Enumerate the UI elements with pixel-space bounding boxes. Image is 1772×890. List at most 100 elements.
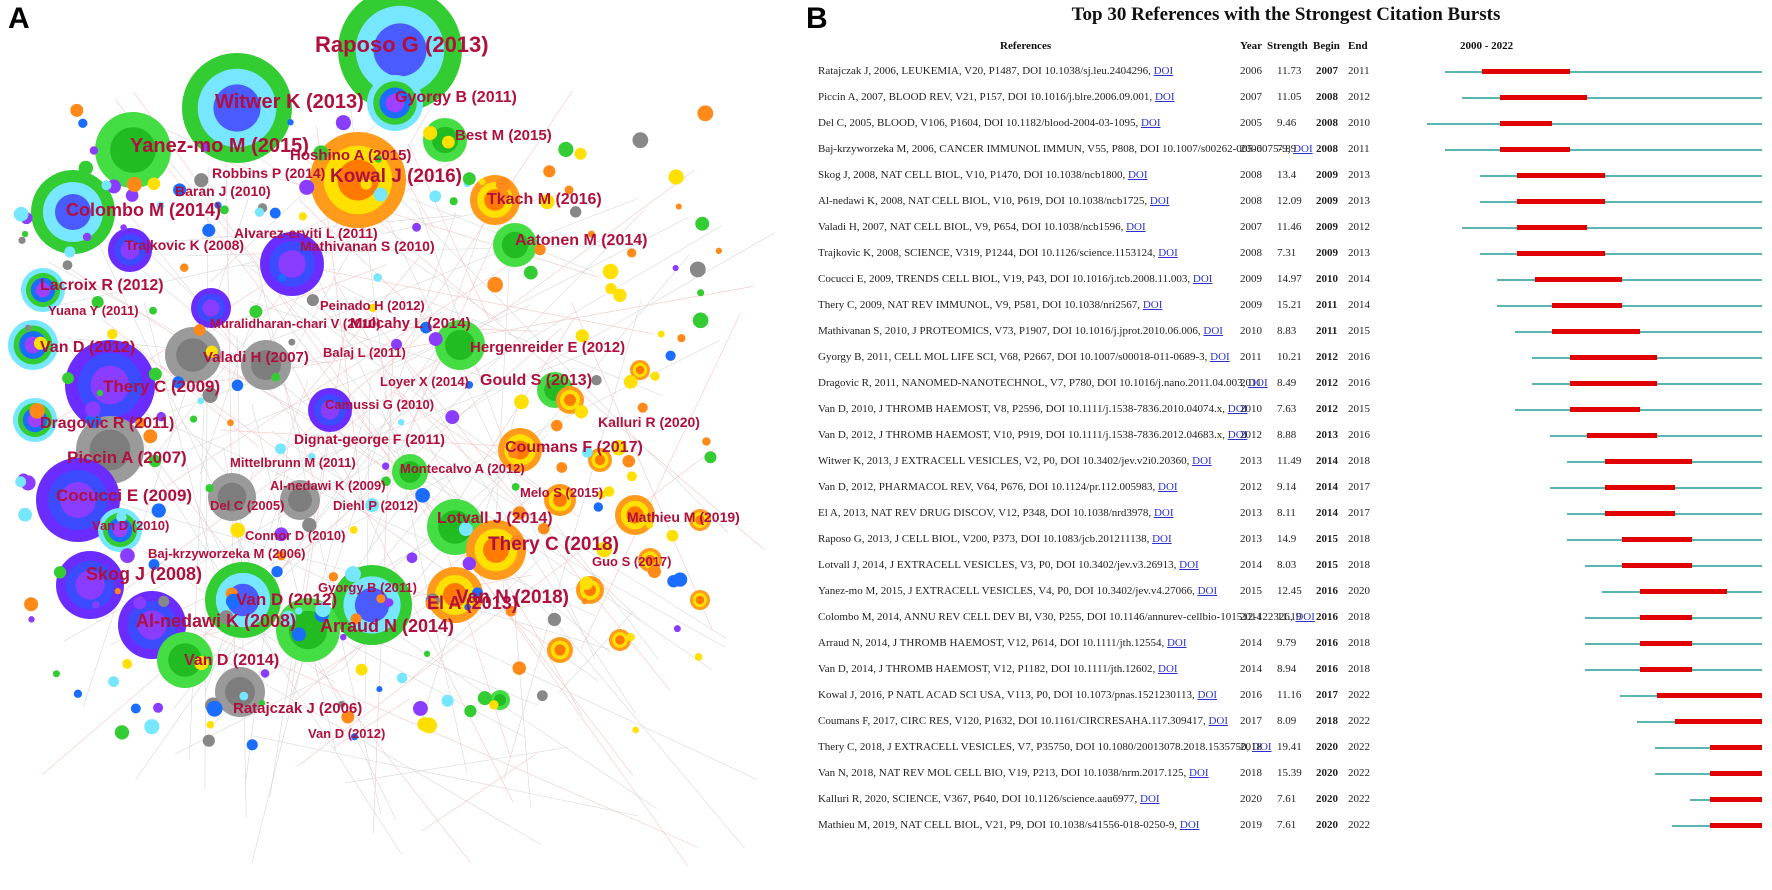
node-label: Piccin A (2007)	[67, 448, 187, 467]
network-node	[574, 405, 589, 419]
doi-link[interactable]: DOI	[1203, 325, 1223, 337]
node-label: Kowal J (2016)	[330, 166, 462, 187]
doi-link[interactable]: DOI	[1152, 533, 1172, 545]
doi-link[interactable]: DOI	[1158, 481, 1178, 493]
network-node	[258, 699, 266, 707]
timeline-baseline	[1497, 279, 1762, 281]
network-edge	[194, 264, 387, 338]
reference-citation: Skog J, 2008, NAT CELL BIOL, V10, P1470,…	[818, 169, 1128, 181]
doi-link[interactable]: DOI	[1166, 637, 1187, 649]
doi-link[interactable]: DOI	[1248, 377, 1268, 389]
network-node	[603, 486, 615, 497]
node-label: Colombo M (2014)	[66, 200, 221, 220]
begin-cell: 2008	[1316, 143, 1338, 155]
network-node	[274, 527, 289, 542]
doi-link[interactable]: DOI	[1197, 689, 1218, 701]
doi-link[interactable]: DOI	[1158, 247, 1178, 259]
node-label: Gould S (2013)	[480, 372, 592, 389]
network-node	[464, 603, 472, 611]
doi-link[interactable]: DOI	[1153, 65, 1174, 77]
network-edge	[274, 351, 590, 476]
node-label: El A (2013)	[427, 593, 518, 613]
network-node	[306, 294, 319, 307]
end-cell: 2011	[1348, 65, 1370, 77]
network-node	[423, 125, 438, 141]
network-node	[133, 596, 147, 610]
doi-link[interactable]: DOI	[1293, 143, 1313, 155]
network-node	[462, 172, 476, 186]
end-cell: 2022	[1348, 793, 1370, 805]
node-label: Raposo G (2013)	[315, 32, 489, 57]
begin-cell: 2009	[1316, 195, 1338, 207]
network-node	[376, 686, 383, 693]
reference-citation: Gyorgy B, 2011, CELL MOL LIFE SCI, V68, …	[818, 351, 1211, 363]
network-node	[75, 570, 105, 600]
doi-link[interactable]: DOI	[1189, 767, 1209, 779]
network-node	[249, 305, 263, 319]
doi-link[interactable]: DOI	[1149, 195, 1170, 207]
doi-link[interactable]: DOI	[1179, 819, 1200, 831]
reference-text: Skog J, 2008, NAT CELL BIOL, V10, P1470,…	[818, 169, 1148, 181]
year-cell: 2010	[1240, 325, 1262, 337]
network-node	[355, 663, 368, 676]
doi-link[interactable]: DOI	[1140, 793, 1160, 805]
network-node	[197, 397, 205, 405]
doi-link[interactable]: DOI	[1192, 455, 1212, 467]
end-cell: 2022	[1348, 767, 1370, 779]
network-node	[202, 299, 220, 317]
network-node	[112, 522, 128, 538]
doi-link[interactable]: DOI	[1197, 585, 1218, 597]
end-cell: 2018	[1348, 455, 1370, 467]
burst-bar	[1639, 641, 1693, 646]
reference-citation: Van D, 2014, J THROMB HAEMOST, V12, P118…	[818, 663, 1158, 675]
burst-bar	[1709, 823, 1762, 828]
burst-bar	[1534, 277, 1623, 282]
network-node	[254, 207, 265, 217]
burst-row: Van D, 2010, J THROMB HAEMOST, V8, P2596…	[800, 397, 1772, 422]
network-node	[206, 700, 223, 717]
network-edge	[453, 317, 576, 508]
network-node	[92, 601, 100, 609]
timeline-baseline	[1444, 149, 1762, 151]
year-cell: 2020	[1240, 793, 1262, 805]
network-node	[73, 689, 83, 698]
network-node	[13, 206, 29, 222]
network-node	[360, 178, 372, 190]
doi-link[interactable]: DOI	[1126, 221, 1146, 233]
begin-cell: 2008	[1316, 117, 1338, 129]
network-node	[219, 205, 229, 215]
network-edge	[160, 365, 598, 682]
doi-link[interactable]: DOI	[1210, 351, 1230, 363]
doi-link[interactable]: DOI	[1140, 117, 1161, 129]
burst-bar	[1657, 693, 1762, 698]
doi-link[interactable]: DOI	[1295, 611, 1315, 623]
doi-link[interactable]: DOI	[1192, 273, 1213, 285]
burst-bar	[1639, 615, 1693, 620]
end-cell: 2015	[1348, 403, 1370, 415]
doi-link[interactable]: DOI	[1179, 559, 1199, 571]
strength-cell: 14.9	[1277, 533, 1297, 545]
network-node	[478, 178, 486, 186]
doi-link[interactable]: DOI	[1252, 741, 1272, 753]
network-node	[534, 243, 546, 256]
doi-link[interactable]: DOI	[1158, 663, 1178, 675]
doi-link[interactable]: DOI	[1142, 299, 1163, 311]
reference-text: Colombo M, 2014, ANNU REV CELL DEV BI, V…	[818, 611, 1315, 623]
doi-link[interactable]: DOI	[1208, 715, 1229, 727]
network-node	[202, 223, 216, 237]
doi-link[interactable]: DOI	[1153, 507, 1174, 519]
network-node	[350, 733, 359, 741]
doi-link[interactable]: DOI	[1127, 169, 1148, 181]
doi-link[interactable]: DOI	[1154, 91, 1175, 103]
network-node	[200, 142, 210, 152]
begin-cell: 2013	[1316, 429, 1338, 441]
network-edge	[116, 214, 462, 248]
network-node	[52, 670, 60, 678]
begin-cell: 2012	[1316, 403, 1338, 415]
doi-link[interactable]: DOI	[1227, 403, 1248, 415]
strength-cell: 9.79	[1277, 637, 1297, 649]
doi-link[interactable]: DOI	[1227, 429, 1248, 441]
network-node	[704, 451, 717, 464]
network-node	[417, 717, 432, 732]
node-label: Tkach M (2016)	[487, 191, 602, 208]
